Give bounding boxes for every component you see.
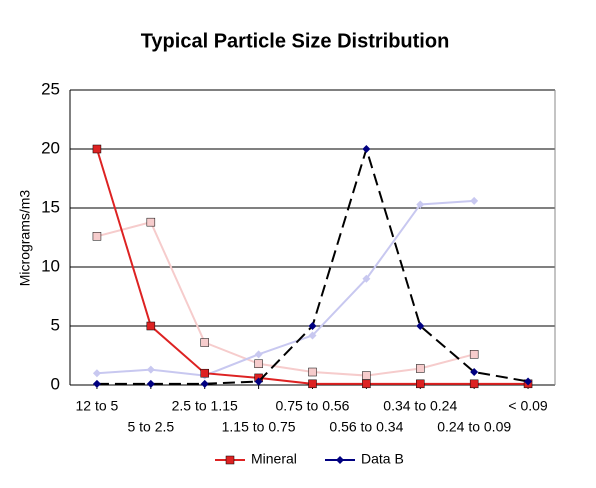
marker [362,371,371,380]
marker [469,350,479,359]
x-tick-label: 0.34 to 0.24 [383,398,457,414]
y-tick-label: 15 [41,197,60,216]
y-tick-label: 5 [51,315,60,334]
y-tick-label: 0 [51,374,60,393]
marker [308,322,317,330]
marker [92,232,102,241]
marker [92,379,101,388]
x-tick-label: 1.15 to 0.75 [222,419,296,435]
marker [416,379,425,389]
marker [336,456,344,464]
series-line [95,148,529,385]
marker [308,367,317,377]
x-tick-label: 0.56 to 0.34 [329,419,403,435]
marker [470,196,479,205]
legend-label: Data B [361,451,404,467]
x-tick-label: 2.5 to 1.15 [172,398,238,414]
series-line [96,220,475,377]
marker [362,379,371,389]
marker [92,144,102,154]
marker [146,217,156,227]
marker [362,274,371,283]
series-line [96,145,529,385]
marker [416,200,425,209]
marker [146,379,155,388]
marker [200,338,209,347]
legend-label: Mineral [251,451,297,467]
marker [254,359,263,369]
y-tick-label: 20 [41,138,60,157]
marker [362,145,371,153]
marker [524,377,533,386]
marker [308,331,317,340]
marker [254,377,263,386]
x-tick-label: 12 to 5 [76,398,119,414]
marker [92,369,101,378]
chart-title: Typical Particle Size Distribution [141,30,450,52]
x-tick-label: 0.75 to 0.56 [276,398,350,414]
marker [146,365,155,374]
marker [225,455,235,465]
x-tick-label: 5 to 2.5 [127,419,174,435]
marker [200,368,209,378]
marker [469,379,479,389]
y-tick-label: 10 [41,256,60,275]
y-axis-label: Micrograms/m3 [17,190,33,287]
marker [200,379,209,388]
marker [254,350,263,359]
marker [416,322,425,330]
marker [308,379,317,389]
y-tick-label: 25 [41,79,60,98]
x-tick-label: 0.24 to 0.09 [437,419,511,435]
marker [470,368,479,377]
series-line [96,199,475,377]
x-tick-label: < 0.09 [508,398,548,414]
marker [146,321,156,331]
marker [416,364,425,373]
